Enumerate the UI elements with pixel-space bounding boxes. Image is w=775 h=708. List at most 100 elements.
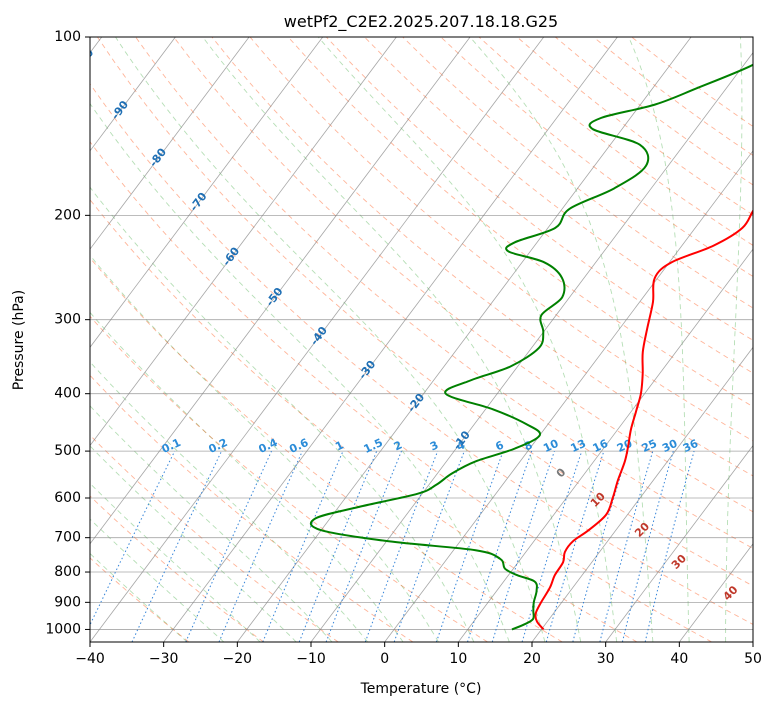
- isotherm-label: -90: [109, 98, 132, 122]
- profiles: [309, 63, 753, 631]
- y-tick-label: 400: [54, 386, 81, 402]
- moist-adiabat-line: [90, 102, 510, 642]
- mixing-ratio-label: 25: [640, 437, 659, 455]
- dry-adiabat-line: [402, 37, 753, 309]
- mixing-ratio-label: 0.1: [160, 436, 183, 456]
- y-tick-label: 100: [54, 29, 81, 45]
- moist-adiabat-line: [90, 405, 333, 642]
- moist-adiabat-line: [469, 37, 654, 642]
- isotherm-line: [90, 37, 176, 152]
- mixing-ratio-label: 10: [541, 437, 561, 455]
- mixing-ratio-line: [467, 450, 533, 642]
- isotherm-line: [531, 346, 753, 642]
- isotherm-line: [163, 37, 618, 642]
- mixing-ratio-label: 13: [569, 437, 588, 455]
- mixing-ratio-line: [90, 450, 176, 626]
- moist-adiabat-line: [90, 552, 188, 642]
- mixing-ratio-label: 0.4: [256, 436, 279, 456]
- mixing-ratio-line: [298, 450, 378, 642]
- x-tick-label: 40: [670, 651, 688, 667]
- skew-labels: 0.1 0.2 0.4 0.6 1 1.5 2 3 4 6 8 10 13 16 20 25 30 36-100-…: [69, 46, 741, 603]
- isotherm-line: [90, 37, 324, 348]
- isotherm-label: -60: [220, 244, 243, 268]
- moist-adiabat-label: 0: [554, 465, 569, 480]
- moist-adiabat-line: [317, 37, 618, 642]
- y-tick-label: 900: [54, 594, 81, 610]
- mixing-ratio-line: [545, 450, 605, 642]
- x-tick-label: 30: [597, 651, 615, 667]
- x-tick-label: 0: [380, 651, 389, 667]
- mixing-ratio-line: [644, 450, 695, 642]
- dry-adiabat-line: [478, 37, 753, 246]
- dry-adiabat-line: [90, 141, 712, 642]
- mixing-ratio-line: [364, 450, 439, 642]
- isotherm-label: -100: [69, 46, 96, 76]
- mixing-ratio-line: [262, 450, 344, 642]
- mixing-ratio-line: [621, 450, 674, 642]
- y-tick-label: 1000: [45, 621, 81, 637]
- isotherm-line: [90, 37, 397, 447]
- y-tick-label: 200: [54, 207, 81, 223]
- y-axis: 1000 900 800 700 600 500 400 300 200 100: [45, 29, 90, 637]
- isotherm-line: [384, 150, 753, 642]
- moist-adiabat-line: [90, 518, 225, 642]
- dry-adiabat-line: [97, 37, 753, 587]
- mixing-ratio-line: [572, 450, 629, 642]
- isotherm-line: [90, 37, 471, 545]
- isotherm-label: -80: [147, 146, 170, 170]
- dry-adiabat-line: [173, 37, 753, 513]
- mixing-ratio-label: 20: [615, 437, 635, 455]
- isotherm-line: [90, 37, 545, 642]
- mixing-ratio-line: [325, 450, 402, 642]
- mixing-ratio-line: [435, 450, 504, 642]
- dry-adiabat-line: [287, 37, 753, 408]
- isotherm-line: [458, 248, 753, 642]
- mixing-ratio-line: [218, 450, 303, 642]
- dry-adiabat-line: [90, 374, 414, 642]
- temperature-profile-line: [534, 209, 753, 631]
- moist-adiabat-line: [90, 361, 369, 642]
- x-tick-label: −10: [296, 651, 326, 667]
- dry-adiabat-line: [211, 37, 753, 477]
- moist-adiabat-line: [115, 37, 546, 642]
- isotherm-line: [605, 444, 753, 642]
- isotherm-label: -50: [263, 285, 286, 309]
- isotherm-line: [752, 641, 753, 642]
- dry-adiabat-line: [90, 83, 753, 625]
- mixing-ratio-line: [599, 450, 654, 642]
- dry-adiabat-line: [90, 495, 264, 642]
- isotherm-label: -30: [356, 358, 379, 382]
- mixing-ratio-line: [185, 450, 272, 642]
- moist-adiabat-line: [90, 445, 297, 642]
- moist-adiabat-line: [90, 482, 261, 642]
- moist-adiabat-line: [90, 254, 439, 642]
- dry-adiabat-line: [135, 37, 753, 549]
- mixing-ratio-label: 0.2: [206, 436, 229, 456]
- y-tick-label: 700: [54, 530, 81, 546]
- mixing-ratio-line: [491, 450, 555, 642]
- x-axis: −40 −30 −20 −10 0 10 20 30 40 50: [75, 642, 762, 667]
- x-tick-label: 20: [523, 651, 541, 667]
- mixing-ratio-line: [393, 450, 465, 642]
- y-axis-label: Pressure (hPa): [11, 290, 27, 390]
- plot-frame: [89, 36, 754, 643]
- mixing-ratio-label: 0.6: [287, 436, 310, 456]
- mixing-ratio-label: 16: [591, 437, 611, 455]
- dry-adiabat-line: [440, 37, 753, 277]
- y-tick-label: 500: [54, 443, 81, 459]
- mixing-ratio-line: [521, 450, 583, 642]
- moist-adiabat-line: [725, 37, 743, 642]
- dry-adiabat-line: [90, 198, 638, 642]
- mixing-ratio-label: 30: [660, 437, 680, 455]
- moist-adiabat-line: [90, 186, 475, 642]
- y-tick-label: 600: [54, 490, 81, 506]
- y-tick-label: 300: [54, 312, 81, 328]
- moist-adiabat-line: [202, 37, 582, 642]
- dry-adiabat-line: [364, 37, 753, 341]
- x-axis-label: Temperature (°C): [360, 681, 482, 697]
- moist-adiabat-label: 10: [588, 490, 608, 510]
- mixing-ratio-label: 1.5: [362, 436, 385, 456]
- isotherm-line: [310, 51, 753, 642]
- mixing-ratio-label: 36: [681, 437, 701, 455]
